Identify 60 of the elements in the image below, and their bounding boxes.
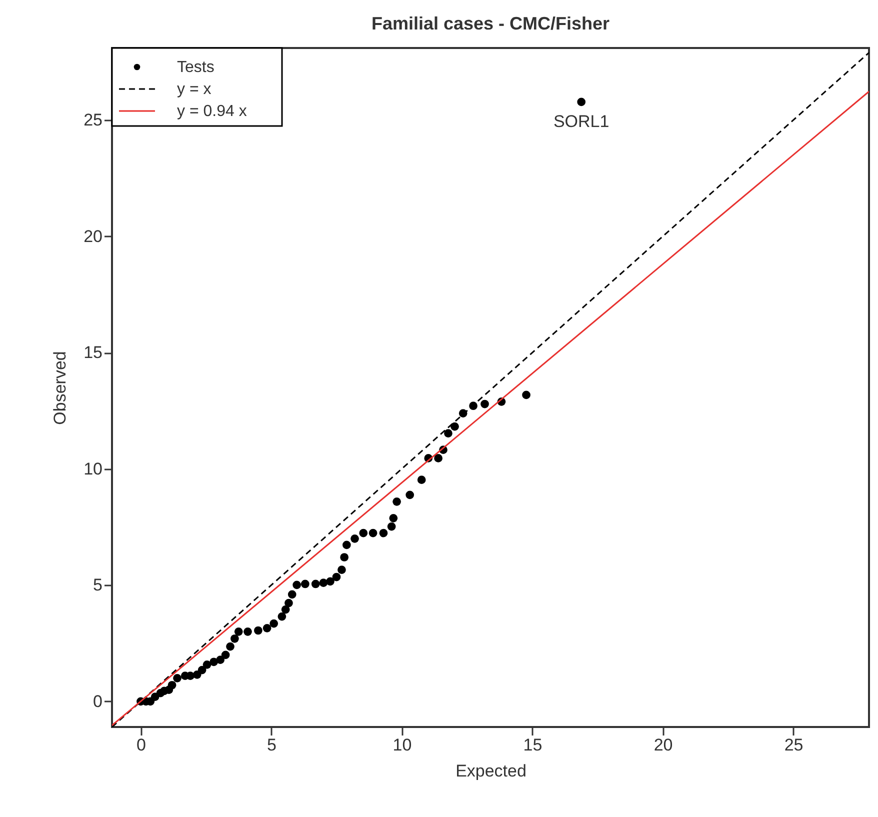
point xyxy=(278,612,286,621)
y-axis-title: Observed xyxy=(50,351,70,425)
y-tick-label: 15 xyxy=(84,343,102,362)
annotation: SORL1 xyxy=(553,112,610,131)
point xyxy=(577,98,586,106)
chart-title: Familial cases - CMC/Fisher xyxy=(371,13,610,34)
point xyxy=(319,578,328,588)
point xyxy=(389,514,398,522)
point xyxy=(450,422,459,431)
point xyxy=(300,580,310,588)
point xyxy=(254,626,262,635)
point xyxy=(406,490,414,500)
y-tick-label: 20 xyxy=(84,226,102,246)
point xyxy=(434,454,442,462)
x-tick-label: 25 xyxy=(784,736,804,754)
x-tick-label: 0 xyxy=(136,736,146,754)
point xyxy=(326,577,334,586)
point xyxy=(342,540,351,550)
point xyxy=(234,627,243,636)
point xyxy=(288,590,296,599)
point xyxy=(244,627,252,636)
point xyxy=(292,580,301,590)
point xyxy=(311,580,320,588)
point xyxy=(281,605,290,614)
point xyxy=(387,522,396,531)
point xyxy=(392,498,401,506)
legend-label: y = 0.94 x xyxy=(177,103,247,120)
point xyxy=(198,666,206,674)
point xyxy=(379,528,388,538)
point xyxy=(262,624,272,632)
x-tick-label: 15 xyxy=(523,736,542,754)
x-tick-label: 5 xyxy=(266,736,276,754)
point xyxy=(230,634,239,643)
legend-label: y = x xyxy=(177,81,212,98)
point xyxy=(168,680,176,690)
point xyxy=(216,656,225,664)
point xyxy=(480,400,489,408)
point xyxy=(340,553,349,562)
point xyxy=(338,566,346,574)
point xyxy=(284,598,293,608)
point xyxy=(522,390,530,400)
point xyxy=(332,572,341,582)
legend-label: Tests xyxy=(177,59,214,76)
point xyxy=(270,619,278,628)
point xyxy=(350,534,359,543)
point xyxy=(444,429,452,438)
point xyxy=(221,650,230,660)
y-tick-label: 0 xyxy=(93,692,102,711)
y-tick-label: 5 xyxy=(93,576,102,595)
point xyxy=(417,476,426,484)
point xyxy=(368,528,378,538)
x-tick-label: 10 xyxy=(392,736,412,754)
point xyxy=(226,642,234,651)
x-axis-title: Expected xyxy=(456,762,526,780)
y-tick-label: 10 xyxy=(84,459,102,478)
point xyxy=(173,674,182,682)
y-tick-label: 25 xyxy=(84,110,102,130)
x-tick-label: 20 xyxy=(654,736,673,754)
point xyxy=(202,660,212,669)
point xyxy=(359,528,368,538)
